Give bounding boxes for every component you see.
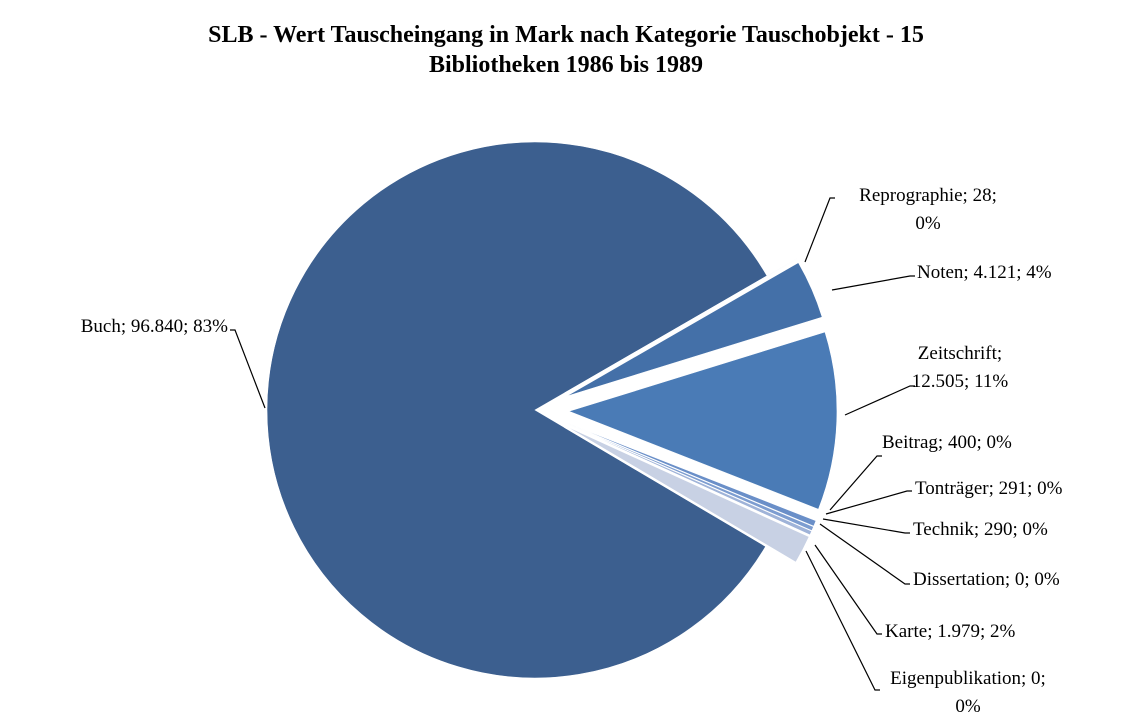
pie-slice	[565, 423, 810, 536]
pie-slice	[566, 262, 823, 397]
leader-line	[819, 523, 910, 585]
data-label: Buch; 96.840; 83%	[80, 316, 228, 337]
leader-line	[804, 197, 835, 263]
data-label: Beitrag; 400; 0%	[882, 432, 1012, 453]
pie-slice	[568, 331, 838, 510]
chart-title: SLB - Wert Tauscheingang in Mark nach Ka…	[208, 22, 924, 78]
data-label: Zeitschrift; 12.505; 11%	[911, 343, 1009, 392]
data-label: Karte; 1.979; 2%	[885, 621, 1016, 642]
leader-line	[230, 329, 266, 409]
leader-line	[814, 544, 882, 635]
pie-slice	[566, 422, 817, 527]
data-label: Eigenpublikation; 0; 0%	[890, 668, 1046, 717]
leader-line	[829, 455, 882, 511]
pie-slice	[566, 423, 814, 531]
leader-line	[844, 385, 915, 416]
data-label: Tonträger; 291; 0%	[915, 478, 1063, 499]
data-label: Dissertation; 0; 0%	[913, 569, 1060, 590]
data-label: Technik; 290; 0%	[913, 519, 1048, 540]
leader-line	[825, 490, 912, 515]
data-label: Noten; 4.121; 4%	[917, 262, 1052, 283]
pie-slice	[564, 258, 798, 394]
leader-line	[831, 275, 915, 291]
leader-line	[805, 550, 880, 691]
data-label: Reprographie; 28; 0%	[859, 185, 997, 234]
pie-slice	[564, 425, 810, 563]
pie-slice	[266, 141, 768, 679]
leader-line	[822, 518, 910, 534]
